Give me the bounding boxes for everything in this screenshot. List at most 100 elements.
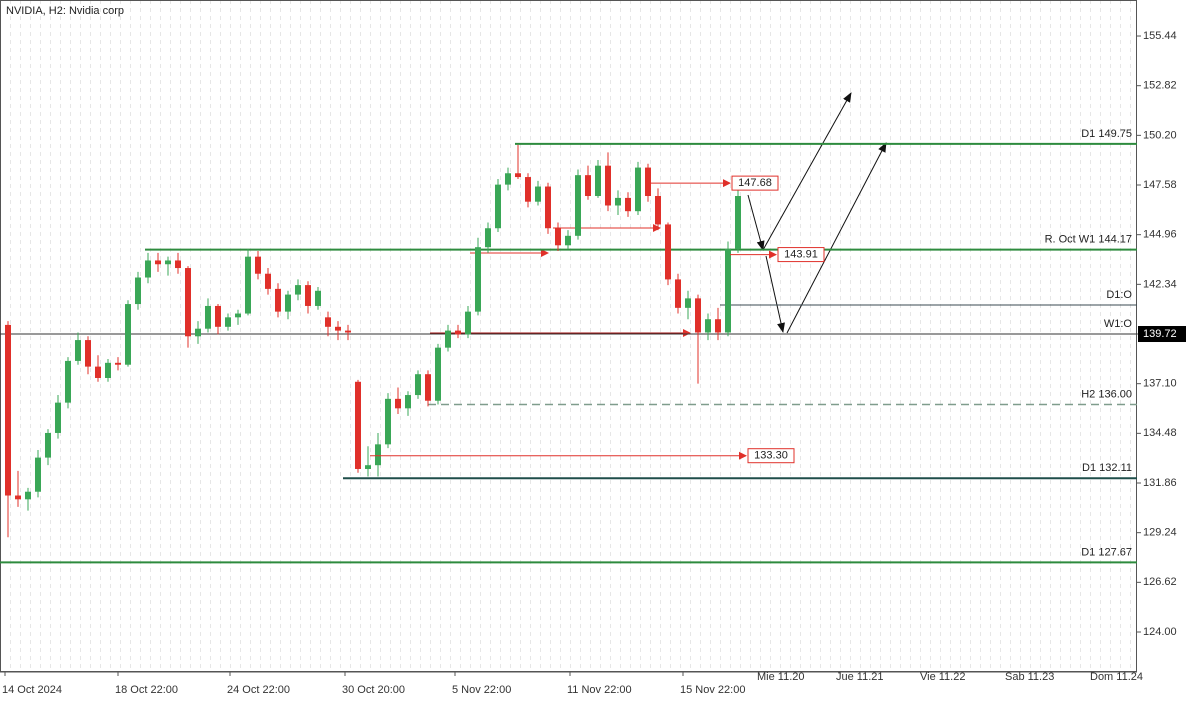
candle-body bbox=[635, 167, 641, 212]
candle-body bbox=[725, 249, 731, 333]
x-tick-label: 30 Oct 20:00 bbox=[342, 684, 405, 696]
candle-body bbox=[685, 298, 691, 308]
x-tick-label: 14 Oct 2024 bbox=[2, 684, 62, 696]
target-label: 147.68 bbox=[738, 177, 772, 189]
candle-body bbox=[145, 260, 151, 278]
candle-body bbox=[525, 177, 531, 202]
y-tick-label: 147.58 bbox=[1143, 179, 1177, 191]
candle-body bbox=[655, 196, 661, 225]
candle-body bbox=[735, 196, 741, 250]
candle-body bbox=[75, 340, 81, 361]
candle-body bbox=[235, 313, 241, 318]
x-tick-label: Sab 11.23 bbox=[1005, 671, 1054, 683]
candle-body bbox=[505, 173, 511, 185]
candle-body bbox=[465, 311, 471, 335]
level-label: D1 127.67 bbox=[1081, 546, 1132, 558]
target-label: 143.91 bbox=[784, 248, 818, 260]
candle-body bbox=[695, 298, 701, 333]
grid-pattern bbox=[0, 0, 1137, 672]
y-tick-label: 134.48 bbox=[1143, 427, 1177, 439]
y-tick-label: 137.10 bbox=[1143, 378, 1177, 390]
candle-body bbox=[315, 290, 321, 306]
candle-body bbox=[665, 224, 671, 280]
candle-body bbox=[625, 197, 631, 212]
candle-body bbox=[285, 294, 291, 312]
candle-body bbox=[105, 362, 111, 378]
y-tick-label: 131.86 bbox=[1143, 477, 1177, 489]
candle-body bbox=[455, 330, 461, 335]
candle-body bbox=[495, 184, 501, 229]
candle-body bbox=[335, 326, 341, 331]
candle-body bbox=[545, 186, 551, 229]
candle-body bbox=[535, 186, 541, 202]
price-tag bbox=[1138, 326, 1186, 343]
candle-body bbox=[165, 260, 171, 265]
candle-body bbox=[35, 457, 41, 492]
target-box bbox=[747, 448, 795, 464]
candle-body bbox=[185, 268, 191, 337]
candle-body bbox=[605, 165, 611, 206]
target-label: 133.30 bbox=[754, 450, 788, 462]
y-tick-label: 144.96 bbox=[1143, 229, 1177, 241]
arrow bbox=[786, 142, 887, 334]
candle-body bbox=[125, 304, 131, 365]
candle-body bbox=[405, 395, 411, 409]
x-tick-label: Jue 11.21 bbox=[836, 671, 884, 683]
level-label: R. Oct W1 144.17 bbox=[1045, 234, 1132, 246]
y-tick-label: 152.82 bbox=[1143, 80, 1177, 92]
candle-body bbox=[45, 432, 51, 458]
chart-title: NVIDIA, H2: Nvidia corp bbox=[6, 5, 124, 17]
candle-body bbox=[355, 381, 361, 469]
y-tick-label: 155.44 bbox=[1143, 30, 1177, 42]
candle-body bbox=[325, 317, 331, 327]
candle-body bbox=[675, 279, 681, 308]
candle-body bbox=[395, 398, 401, 409]
level-label: D1 149.75 bbox=[1081, 128, 1132, 140]
candle-body bbox=[115, 362, 121, 365]
candle-body bbox=[575, 175, 581, 236]
x-tick-label: 11 Nov 22:00 bbox=[567, 684, 632, 696]
candle-body bbox=[175, 260, 181, 269]
arrow bbox=[762, 92, 852, 251]
target-box bbox=[731, 175, 779, 191]
y-tick-label: 126.62 bbox=[1143, 576, 1177, 588]
candle-body bbox=[585, 175, 591, 197]
y-tick-label: 142.34 bbox=[1143, 278, 1177, 290]
candle-body bbox=[425, 374, 431, 401]
y-tick-label: 129.24 bbox=[1143, 527, 1177, 539]
price-tag-label: 139.72 bbox=[1143, 328, 1177, 340]
candle-body bbox=[295, 285, 301, 295]
candle-body bbox=[5, 324, 11, 496]
candle-body bbox=[275, 288, 281, 312]
candle-body bbox=[475, 247, 481, 312]
candle-body bbox=[205, 305, 211, 329]
x-tick-label: 15 Nov 22:00 bbox=[680, 684, 745, 696]
candle-body bbox=[705, 319, 711, 333]
candle-body bbox=[715, 319, 721, 333]
candle-body bbox=[195, 328, 201, 337]
x-tick-label: 18 Oct 22:00 bbox=[115, 684, 178, 696]
candle-body bbox=[375, 444, 381, 466]
candle-body bbox=[515, 173, 521, 178]
candle-body bbox=[305, 285, 311, 306]
candle-body bbox=[265, 273, 271, 289]
arrow bbox=[765, 255, 785, 333]
candle-body bbox=[445, 330, 451, 348]
candle-body bbox=[365, 465, 371, 469]
candle-body bbox=[15, 495, 21, 500]
level-label: D1 132.11 bbox=[1082, 462, 1132, 474]
level-label: W1:O bbox=[1104, 318, 1133, 330]
y-tick-label: 124.00 bbox=[1143, 626, 1177, 638]
y-tick-label: 150.20 bbox=[1143, 129, 1177, 141]
candle-body bbox=[95, 366, 101, 378]
candle-body bbox=[225, 317, 231, 327]
candle-body bbox=[55, 402, 61, 433]
candle-body bbox=[25, 491, 31, 500]
candle-body bbox=[615, 197, 621, 206]
candle-body bbox=[135, 277, 141, 305]
candle-body bbox=[595, 165, 601, 197]
x-tick-label: Vie 11.22 bbox=[920, 671, 965, 683]
level-label: H2 136.00 bbox=[1081, 388, 1132, 400]
